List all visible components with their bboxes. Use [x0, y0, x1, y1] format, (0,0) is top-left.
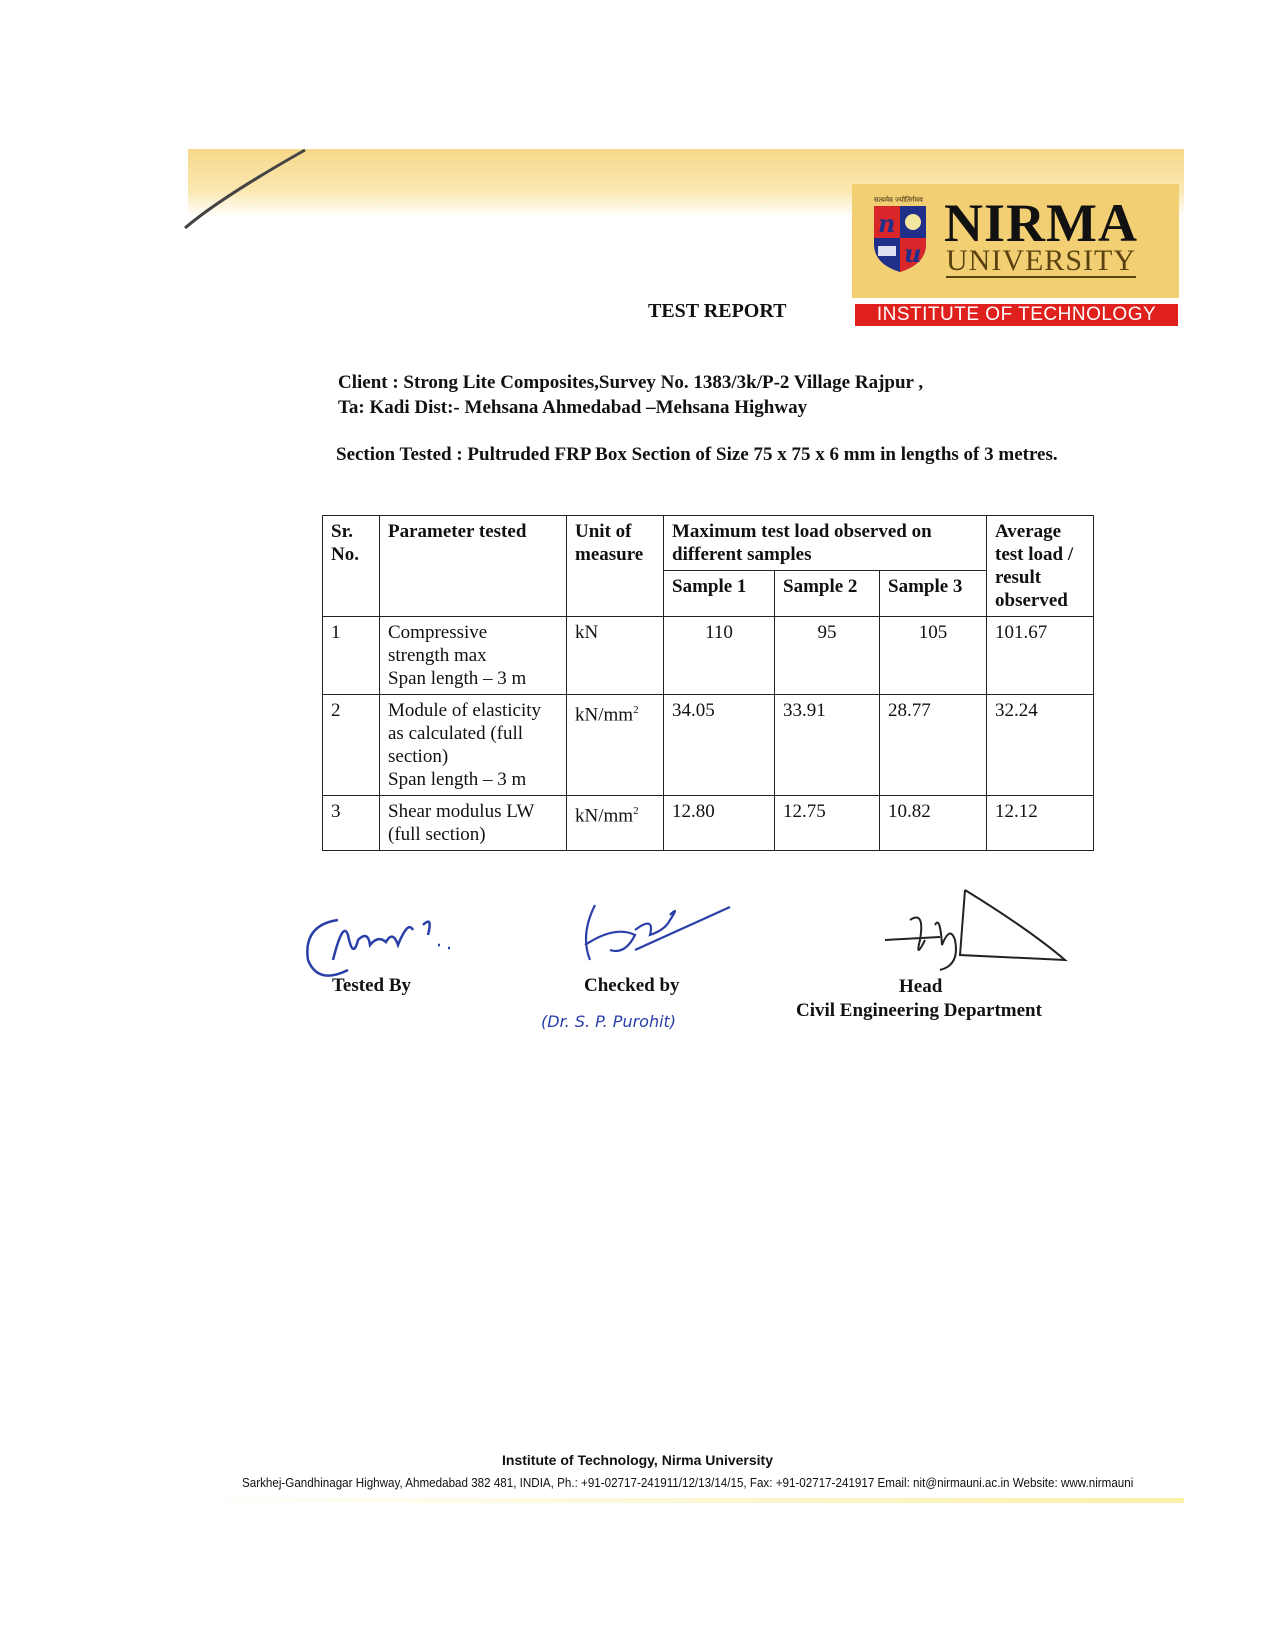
header-parameter: Parameter tested — [379, 515, 567, 617]
cell-unit: kN — [566, 616, 664, 695]
footer-title: Institute of Technology, Nirma Universit… — [502, 1452, 773, 1468]
param-line: Shear modulus LW — [388, 801, 535, 822]
unit-text: kN — [575, 622, 599, 643]
cell-sample-2: 12.75 — [774, 795, 880, 851]
logo-name: NIRMA — [944, 193, 1138, 253]
cell-sr: 2 — [322, 694, 380, 796]
table-header-row: Sr. No. Parameter tested Unit of measure… — [322, 515, 1094, 617]
table-row: 1 Compressive strength max Span length – 3… — [322, 616, 1094, 695]
cell-average: 32.24 — [986, 694, 1094, 796]
cell-sample-2: 33.91 — [774, 694, 880, 796]
param-line: section) — [388, 746, 449, 767]
university-logo: सत्यमेव ज्योतिर्गमय n u NIRMA UNIVERSITY — [852, 184, 1179, 298]
param-line: strength max — [388, 645, 487, 666]
checked-by-label: Checked by — [584, 975, 680, 996]
logo-subname: UNIVERSITY — [946, 244, 1136, 278]
cell-sample-3: 10.82 — [879, 795, 987, 851]
header-sample-3: Sample 3 — [879, 570, 987, 617]
page-fold-mark — [184, 148, 306, 230]
header-max-load: Maximum test load observed on different … — [663, 515, 987, 571]
logo-motto: सत्यमेव ज्योतिर्गमय — [874, 196, 923, 204]
head-department: Civil Engineering Department — [796, 1000, 1042, 1021]
checker-name-handwritten: (Dr. S. P. Purohit) — [541, 1012, 677, 1031]
header-sample-1: Sample 1 — [663, 570, 775, 617]
client-line-2: Ta: Kadi Dist:- Mehsana Ahmedabad –Mehsa… — [338, 397, 808, 418]
table-subheader-row: Sample 1 Sample 2 Sample 3 — [323, 570, 1094, 617]
cell-sample-1: 12.80 — [663, 795, 775, 851]
param-line: Module of elasticity — [388, 700, 542, 721]
param-line: (full section) — [388, 824, 486, 845]
header-sr: Sr. No. — [322, 515, 380, 617]
header-average: Average test load / result observed — [986, 515, 1094, 617]
svg-text:u: u — [904, 239, 921, 268]
svg-text:n: n — [878, 209, 895, 238]
cell-sample-1: 110 — [663, 616, 775, 695]
cell-sample-1: 34.05 — [663, 694, 775, 796]
results-table: Sr. No. Parameter tested Unit of measure… — [322, 515, 1094, 851]
section-tested: Section Tested : Pultruded FRP Box Secti… — [336, 444, 1058, 465]
signature-checked — [584, 904, 731, 961]
cell-sample-2: 95 — [774, 616, 880, 695]
unit-superscript: 2 — [633, 805, 639, 817]
header-sample-2: Sample 2 — [774, 570, 880, 617]
cell-param: Shear modulus LW (full section) — [379, 795, 567, 851]
cell-unit: kN/mm2 — [566, 795, 664, 851]
param-line: Span length – 3 m — [388, 668, 527, 689]
tested-by-label: Tested By — [332, 975, 412, 996]
cell-param: Compressive strength max Span length – 3 m — [379, 616, 567, 695]
param-line: Compressive — [388, 622, 488, 643]
crest-icon: n u — [874, 206, 926, 272]
cell-average: 101.67 — [986, 616, 1094, 695]
cell-sample-3: 105 — [879, 616, 987, 695]
footer-line — [188, 1498, 1184, 1503]
document-title: TEST REPORT — [648, 300, 787, 322]
unit-text: kN/mm — [575, 805, 634, 827]
client-line-1: Client : Strong Lite Composites,Survey N… — [338, 372, 924, 393]
cell-unit: kN/mm2 — [566, 694, 664, 796]
footer-address: Sarkhej-Gandhinagar Highway, Ahmedabad 3… — [242, 1476, 1134, 1490]
table-row: 3 Shear modulus LW (full section) kN/mm2 … — [322, 795, 1094, 851]
cell-average: 12.12 — [986, 795, 1094, 851]
cell-param: Module of elasticity as calculated (full s… — [379, 694, 567, 796]
param-line: as calculated (full — [388, 723, 524, 744]
institute-banner: INSTITUTE OF TECHNOLOGY — [855, 304, 1178, 326]
cell-sample-3: 28.77 — [879, 694, 987, 796]
signature-head — [884, 889, 1068, 971]
param-line: Span length – 3 m — [388, 769, 527, 790]
signature-tested — [306, 918, 450, 977]
unit-superscript: 2 — [633, 704, 639, 716]
head-label: Head — [899, 976, 943, 997]
table-row: 2 Module of elasticity as calculated (ful… — [322, 694, 1094, 796]
cell-sr: 3 — [322, 795, 380, 851]
unit-text: kN/mm — [575, 704, 634, 726]
header-unit: Unit of measure — [566, 515, 664, 617]
cell-sr: 1 — [322, 616, 380, 695]
